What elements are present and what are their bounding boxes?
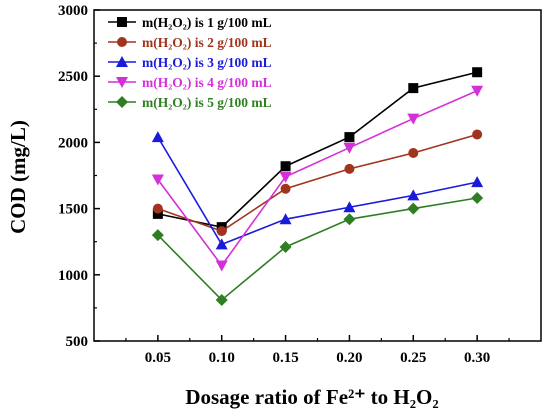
legend-marker [116, 96, 128, 108]
x-axis-title: Dosage ratio of Fe²⁺ to H₂O₂ [185, 385, 438, 409]
x-tick-label: 0.30 [464, 350, 490, 366]
x-tick-label: 0.05 [145, 350, 171, 366]
series-2-point [280, 183, 291, 194]
series-1-point [472, 67, 483, 78]
series-4-point [343, 142, 356, 154]
y-tick-label: 2500 [58, 69, 88, 85]
series-3-line [157, 136, 478, 246]
series-2-point [408, 147, 419, 158]
x-tick-label: 0.20 [336, 350, 362, 366]
series-4-line [157, 90, 478, 267]
x-tick-label: 0.10 [209, 350, 235, 366]
x-tick-label: 0.25 [400, 350, 426, 366]
series-5-point [279, 240, 292, 253]
series-5-point [343, 213, 356, 226]
y-tick-label: 2000 [58, 135, 88, 151]
y-tick-label: 500 [66, 334, 89, 350]
series-5 [151, 192, 484, 306]
series-4-point [471, 85, 484, 97]
y-tick-label: 1500 [58, 202, 88, 218]
legend-item-2: m(H₂O₂) is 2 g/100 mL [108, 35, 272, 50]
x-tick-label: 0.15 [272, 350, 298, 366]
legend-item-1: m(H₂O₂) is 1 g/100 mL [108, 15, 272, 30]
legend-marker [117, 17, 127, 27]
series-3-point [343, 201, 356, 213]
series-3-point [279, 213, 292, 225]
series-1-point [408, 83, 419, 94]
series-5-point [151, 229, 164, 242]
series-5-line [157, 197, 478, 302]
legend-label: m(H₂O₂) is 1 g/100 mL [142, 15, 272, 30]
series-1-point [152, 208, 163, 219]
series-3-point [215, 238, 228, 250]
series-5-point [407, 202, 420, 215]
series-2-point [216, 226, 227, 237]
series-1-point [280, 161, 291, 172]
legend-marker [116, 56, 128, 67]
legend-item-4: m(H₂O₂) is 4 g/100 mL [108, 75, 272, 90]
series-2 [152, 129, 483, 237]
series-4-point [407, 113, 420, 125]
series-5-point [471, 192, 484, 205]
y-axis-title: COD (mg/L) [6, 120, 30, 234]
series-3-point [471, 176, 484, 188]
series-3 [151, 131, 484, 250]
y-tick-label: 3000 [58, 3, 88, 19]
legend-label: m(H₂O₂) is 5 g/100 mL [142, 95, 272, 110]
series-3-point [407, 189, 420, 201]
series-4 [151, 85, 484, 272]
series-3-point [151, 131, 164, 143]
series-1-point [344, 132, 355, 143]
legend-label: m(H₂O₂) is 3 g/100 mL [142, 55, 272, 70]
legend-marker [117, 37, 127, 47]
legend-label: m(H₂O₂) is 4 g/100 mL [142, 75, 272, 90]
series-2-point [344, 163, 355, 174]
legend-item-3: m(H₂O₂) is 3 g/100 mL [108, 55, 272, 70]
series-4-point [151, 174, 164, 186]
series-1 [152, 67, 483, 233]
series-2-point [472, 129, 483, 140]
legend-item-5: m(H₂O₂) is 5 g/100 mL [108, 95, 272, 110]
legend-label: m(H₂O₂) is 2 g/100 mL [142, 35, 272, 50]
series-2-point [152, 203, 163, 214]
series-5-point [215, 293, 228, 306]
series-4-point [215, 260, 228, 272]
legend-marker [116, 77, 128, 88]
series-4-point [279, 171, 292, 183]
y-tick-label: 1000 [58, 268, 88, 284]
